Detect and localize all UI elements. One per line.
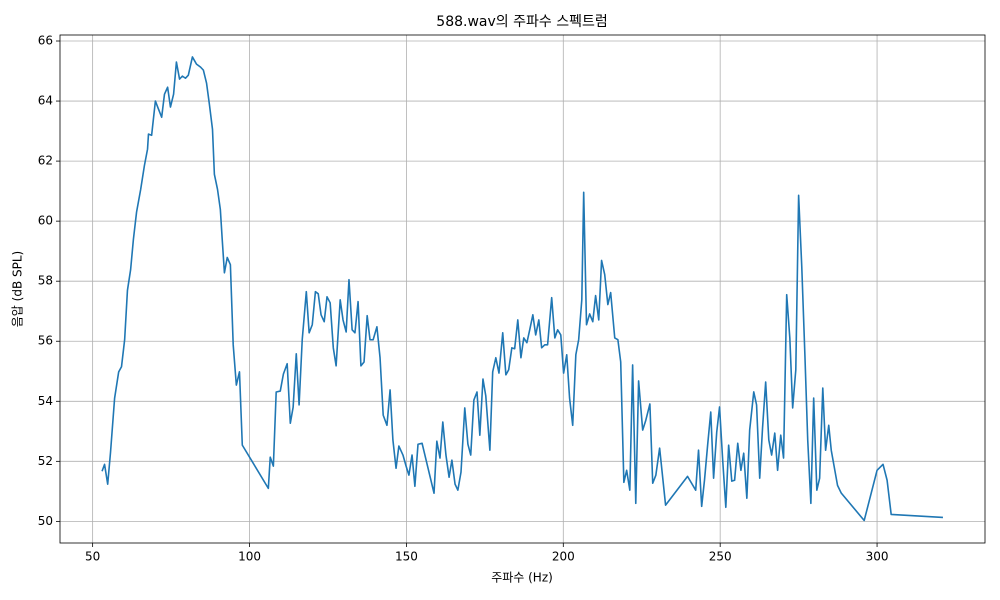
y-tick-label: 54 xyxy=(38,394,53,408)
x-tick-label: 100 xyxy=(238,550,261,564)
spectrum-line xyxy=(101,56,943,522)
chart-title: 588.wav의 주파수 스펙트럼 xyxy=(436,14,607,30)
x-tick-label: 250 xyxy=(709,550,732,564)
x-tick-label: 200 xyxy=(552,550,575,564)
y-tick-label: 60 xyxy=(38,214,53,228)
x-tick-label: 50 xyxy=(85,550,100,564)
y-tick-label: 52 xyxy=(38,454,53,468)
x-tick-label: 150 xyxy=(395,550,418,564)
y-axis-label: 음압 (dB SPL) xyxy=(11,251,25,327)
plot-frame xyxy=(59,34,986,544)
x-axis-label: 주파수 (Hz) xyxy=(491,571,553,585)
y-tick-label: 62 xyxy=(38,154,53,168)
y-tick-label: 56 xyxy=(38,334,53,348)
x-tick-label: 300 xyxy=(866,550,889,564)
y-tick-label: 64 xyxy=(38,94,53,108)
y-tick-label: 66 xyxy=(38,34,53,48)
y-tick-label: 58 xyxy=(38,274,53,288)
y-tick-label: 50 xyxy=(38,514,53,528)
